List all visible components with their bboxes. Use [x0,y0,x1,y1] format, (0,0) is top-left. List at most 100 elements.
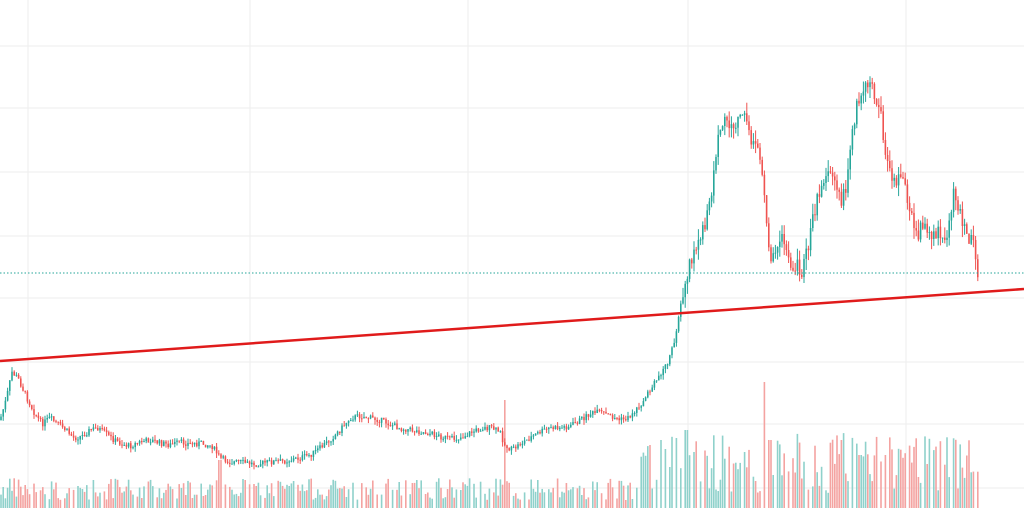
volume-bar [781,475,783,508]
candle-body [785,244,788,250]
candle-body [387,423,389,426]
candle-body [240,460,242,462]
candle-body [906,184,909,203]
volume-bar [708,488,711,508]
candle-body [660,375,662,377]
volume-bar [235,493,238,508]
candle-body [193,442,196,445]
candle-body [143,441,145,443]
candle-body [33,409,35,415]
candle-body [334,434,337,440]
candle-body [724,116,726,126]
volume-bar [957,488,959,508]
candle-body [640,406,642,408]
volume-bar [649,445,651,508]
candle-body [444,435,447,439]
volume-bar [856,443,858,508]
volume-bar [209,484,211,508]
candle-body [746,113,748,122]
candle-body [292,458,295,461]
candle-body [600,410,603,412]
volume-bar [57,498,59,508]
volume-bar [565,483,568,508]
candle-body [704,225,706,230]
candle-body [253,462,255,466]
candle-body [284,460,286,464]
candle-body [717,134,719,157]
candle-body [884,140,887,155]
volume-bar [207,489,209,508]
candle-body [167,443,169,447]
candle-body [589,414,592,417]
candle-body [202,440,205,445]
volume-bar [158,488,161,508]
volume-bar [699,481,702,508]
volume-bar [290,483,293,508]
candle-body [963,224,966,226]
candle-body [125,444,128,447]
candle-body [930,232,933,239]
volume-bar [385,483,387,508]
volume-bar [794,472,796,508]
volume-bar [748,449,750,508]
volume-bar [884,455,887,508]
candle-body [768,223,770,248]
candle-body [543,428,546,430]
candle-body [737,116,739,128]
volume-bar [609,478,612,508]
volume-bar [642,452,645,508]
volume-bar [719,479,722,508]
candle-body [171,443,174,445]
candle-body [149,442,152,444]
candle-body [299,459,301,461]
volume-bar [902,457,904,508]
volume-bar [196,494,198,508]
candle-body [545,428,548,430]
candle-body [686,278,689,284]
volume-bar [779,444,781,508]
volume-bar [191,498,194,508]
candle-body [697,239,700,250]
candle-body [719,129,722,135]
volume-bar [721,435,724,508]
candle-body [372,415,374,418]
volume-bar [431,498,433,508]
candle-body [116,438,119,441]
volume-bar [211,485,213,508]
volume-bar [871,481,873,508]
volume-bar [308,479,310,508]
candle-body [759,147,761,160]
candle-body [464,436,466,439]
candle-body [411,427,414,432]
volume-bar [966,455,968,508]
candle-body [952,188,955,212]
candle-body [867,82,869,88]
candle-body [317,448,319,451]
candle-body [198,441,200,447]
volume-bar [160,498,163,508]
candle-body [455,439,458,441]
candle-body [191,443,194,445]
trendline[interactable] [0,287,1024,363]
volume-bar [130,490,132,508]
candle-body [422,432,425,434]
volume-bar [845,473,847,508]
candle-body [277,460,279,462]
volume-bar [325,496,328,508]
candle-body [807,248,810,251]
candle-body [400,428,403,431]
candle-body [90,429,92,430]
candle-body [609,413,612,416]
candle-body [495,427,497,430]
volume-bar [204,495,207,508]
volume-bar [343,486,345,508]
candle-body [66,428,68,430]
volume-bar [935,446,937,508]
volume-bar [409,494,411,508]
candle-body [572,422,574,425]
candle-body [266,460,268,463]
candle-body [57,421,59,423]
candle-body [312,450,315,457]
